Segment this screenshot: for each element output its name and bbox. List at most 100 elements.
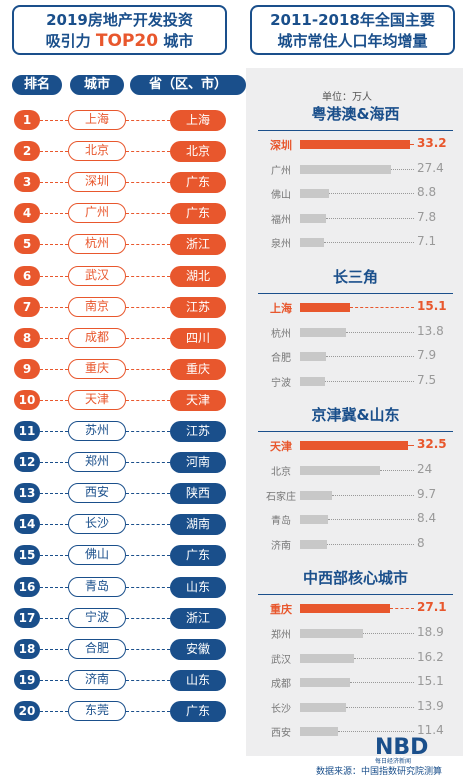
rank-badge: 16 [14, 576, 40, 597]
bar-value: 13.8 [417, 323, 444, 338]
right-title-line2: 城市常住人口年均增量 [277, 32, 428, 50]
bar [300, 238, 324, 248]
city-name: 东莞 [68, 700, 126, 721]
connector-line [126, 120, 170, 121]
bar [300, 376, 325, 386]
connector-line [126, 151, 170, 153]
bar [300, 327, 346, 337]
connector-line [126, 524, 170, 526]
group-underline [258, 594, 453, 596]
bar-value: 11.4 [417, 723, 444, 738]
connector-line [40, 648, 68, 650]
bar-leader-line [379, 470, 414, 471]
bar-value: 32.5 [417, 437, 447, 452]
city-name: 青岛 [68, 576, 126, 597]
connector-line [40, 182, 68, 184]
header-rank: 排名 [12, 75, 62, 95]
bar-leader-line [327, 519, 414, 521]
bar [300, 441, 408, 451]
bar-leader-line [410, 144, 414, 145]
province-name: 广东 [170, 700, 226, 722]
bar-label: 泉州 [271, 239, 291, 251]
bar-value: 33.2 [417, 136, 447, 150]
bar-label: 杭州 [271, 328, 291, 340]
nbd-logo-sub: 每日经济新闻 [375, 758, 412, 765]
bar-value: 9.7 [417, 486, 437, 501]
bar [300, 352, 327, 362]
connector-line [126, 586, 170, 588]
bar-label: 深圳 [270, 139, 292, 152]
city-name: 广州 [68, 203, 126, 224]
rank-badge: 14 [14, 514, 40, 535]
bar-label: 成都 [271, 679, 291, 691]
connector-line [40, 213, 68, 215]
group-underline [258, 293, 453, 294]
bar-label: 北京 [271, 467, 291, 478]
province-name: 四川 [170, 327, 226, 349]
bar-leader-line [332, 494, 414, 496]
bar-leader-line [323, 242, 414, 244]
province-name: 上海 [170, 110, 226, 131]
city-name: 郑州 [68, 452, 126, 473]
province-name: 陕西 [170, 483, 226, 505]
bar-value: 27.4 [417, 160, 444, 175]
province-name: 广东 [170, 203, 226, 225]
bar-leader-line [326, 356, 414, 358]
connector-line [40, 120, 68, 121]
city-name: 苏州 [68, 421, 126, 441]
province-name: 重庆 [170, 358, 226, 380]
rank-badge: 9 [14, 358, 40, 379]
bar-leader-line [325, 217, 414, 219]
bar-label: 长沙 [271, 703, 291, 715]
city-name: 西安 [68, 483, 126, 504]
bar-value: 16.2 [417, 649, 444, 664]
unit-label: 单位：万人 [322, 92, 372, 103]
bar-label: 重庆 [270, 603, 292, 617]
connector-line [126, 213, 170, 215]
bar [300, 653, 354, 663]
bar [300, 140, 410, 149]
city-name: 天津 [68, 389, 126, 410]
connector-line [126, 710, 170, 712]
bar-leader-line [389, 608, 414, 610]
bar-leader-line [407, 445, 414, 447]
right-chart-title: 2011-2018年全国主要 城市常住人口年均增量 [250, 5, 455, 55]
connector-line [40, 586, 68, 588]
bar-leader-line [329, 193, 414, 195]
bar-value: 15.1 [417, 674, 444, 689]
connector-line [126, 275, 170, 277]
group-title: 长三角 [332, 268, 378, 286]
city-name: 杭州 [68, 234, 126, 255]
province-name: 河南 [170, 452, 226, 474]
nbd-logo: NBD [375, 735, 429, 760]
bar [300, 678, 351, 688]
right-title-years: 2011-2018年 [270, 11, 375, 29]
connector-line [126, 399, 170, 401]
city-name: 合肥 [68, 638, 126, 659]
rank-badge: 7 [14, 296, 40, 317]
data-source: 数据来源：中国指数研究院测算 [316, 767, 443, 777]
bar [300, 303, 351, 312]
group-underline [258, 130, 453, 131]
connector-line [40, 524, 68, 526]
left-title-suffix: 城市 [163, 32, 194, 50]
bar-label: 天津 [270, 440, 292, 454]
bar-leader-line [350, 307, 414, 308]
bar-leader-line [362, 633, 414, 634]
bar-leader-line [326, 543, 414, 545]
province-name: 广东 [170, 172, 226, 194]
bar-value: 27.1 [417, 600, 447, 615]
rank-badge: 6 [14, 265, 40, 286]
connector-line [126, 182, 170, 184]
connector-line [126, 368, 170, 370]
province-name: 山东 [170, 669, 226, 691]
bar-value: 13.9 [417, 698, 444, 713]
connector-line [126, 431, 170, 432]
bar-value: 7.9 [417, 348, 437, 363]
right-title-rest: 全国主要 [374, 11, 435, 29]
rank-badge: 5 [14, 234, 40, 255]
connector-line [126, 617, 170, 619]
group-title: 京津冀&山东 [311, 406, 400, 425]
group-title: 中西部核心城市 [302, 569, 408, 588]
rank-badge: 1 [14, 110, 40, 130]
